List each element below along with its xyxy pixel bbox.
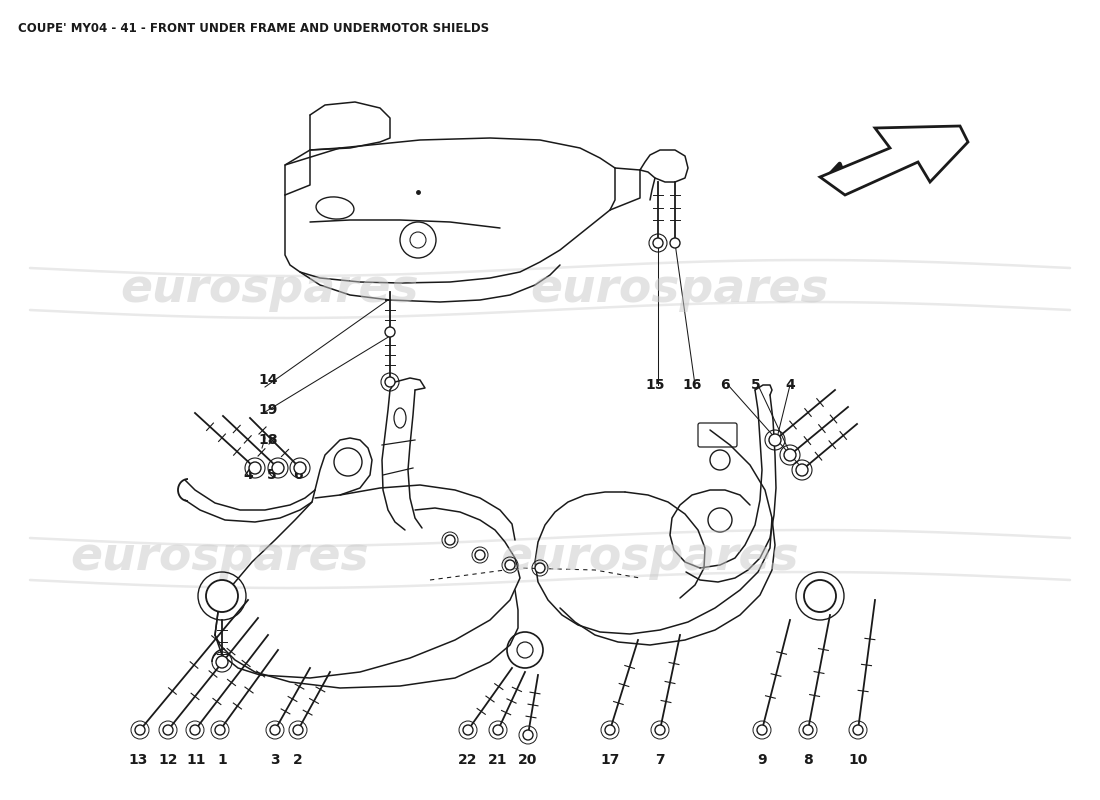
Circle shape <box>270 725 280 735</box>
Text: 3: 3 <box>271 753 279 767</box>
Polygon shape <box>820 126 968 195</box>
Text: 18: 18 <box>258 433 277 447</box>
Circle shape <box>135 725 145 735</box>
Text: 8: 8 <box>803 753 813 767</box>
Circle shape <box>505 560 515 570</box>
Circle shape <box>463 725 473 735</box>
Text: eurospares: eurospares <box>70 535 370 581</box>
Text: 22: 22 <box>459 753 477 767</box>
Circle shape <box>769 434 781 446</box>
Text: 16: 16 <box>682 378 702 392</box>
Text: 7: 7 <box>656 753 664 767</box>
Circle shape <box>206 580 238 612</box>
Circle shape <box>796 464 808 476</box>
Circle shape <box>493 725 503 735</box>
Text: 15: 15 <box>646 378 664 392</box>
Text: COUPE' MY04 - 41 - FRONT UNDER FRAME AND UNDERMOTOR SHIELDS: COUPE' MY04 - 41 - FRONT UNDER FRAME AND… <box>18 22 490 35</box>
Text: 19: 19 <box>258 403 277 417</box>
Circle shape <box>757 725 767 735</box>
Text: 9: 9 <box>757 753 767 767</box>
Text: 5: 5 <box>267 468 277 482</box>
Circle shape <box>163 725 173 735</box>
Text: 1: 1 <box>217 753 227 767</box>
Circle shape <box>216 656 228 668</box>
Text: eurospares: eurospares <box>530 267 829 313</box>
Text: 12: 12 <box>158 753 178 767</box>
Circle shape <box>804 580 836 612</box>
Circle shape <box>385 377 395 387</box>
Circle shape <box>535 563 544 573</box>
Circle shape <box>803 725 813 735</box>
Text: 2: 2 <box>293 753 303 767</box>
Text: 10: 10 <box>848 753 868 767</box>
Circle shape <box>605 725 615 735</box>
Circle shape <box>522 730 534 740</box>
Text: 6: 6 <box>294 468 302 482</box>
Circle shape <box>272 462 284 474</box>
Circle shape <box>654 725 666 735</box>
Circle shape <box>249 462 261 474</box>
Circle shape <box>385 327 395 337</box>
Circle shape <box>670 238 680 248</box>
Text: 11: 11 <box>186 753 206 767</box>
Text: 17: 17 <box>601 753 619 767</box>
Circle shape <box>446 535 455 545</box>
Text: eurospares: eurospares <box>121 267 419 313</box>
Circle shape <box>475 550 485 560</box>
Circle shape <box>190 725 200 735</box>
Circle shape <box>293 725 303 735</box>
Text: 14: 14 <box>258 373 277 387</box>
Text: 13: 13 <box>129 753 147 767</box>
Circle shape <box>852 725 864 735</box>
Text: 6: 6 <box>720 378 729 392</box>
Text: 21: 21 <box>488 753 508 767</box>
Circle shape <box>214 725 225 735</box>
Circle shape <box>653 238 663 248</box>
Text: eurospares: eurospares <box>500 535 800 581</box>
Text: 20: 20 <box>518 753 538 767</box>
Circle shape <box>294 462 306 474</box>
Text: 5: 5 <box>751 378 761 392</box>
Circle shape <box>784 449 796 461</box>
Text: 4: 4 <box>243 468 253 482</box>
Text: 4: 4 <box>785 378 795 392</box>
